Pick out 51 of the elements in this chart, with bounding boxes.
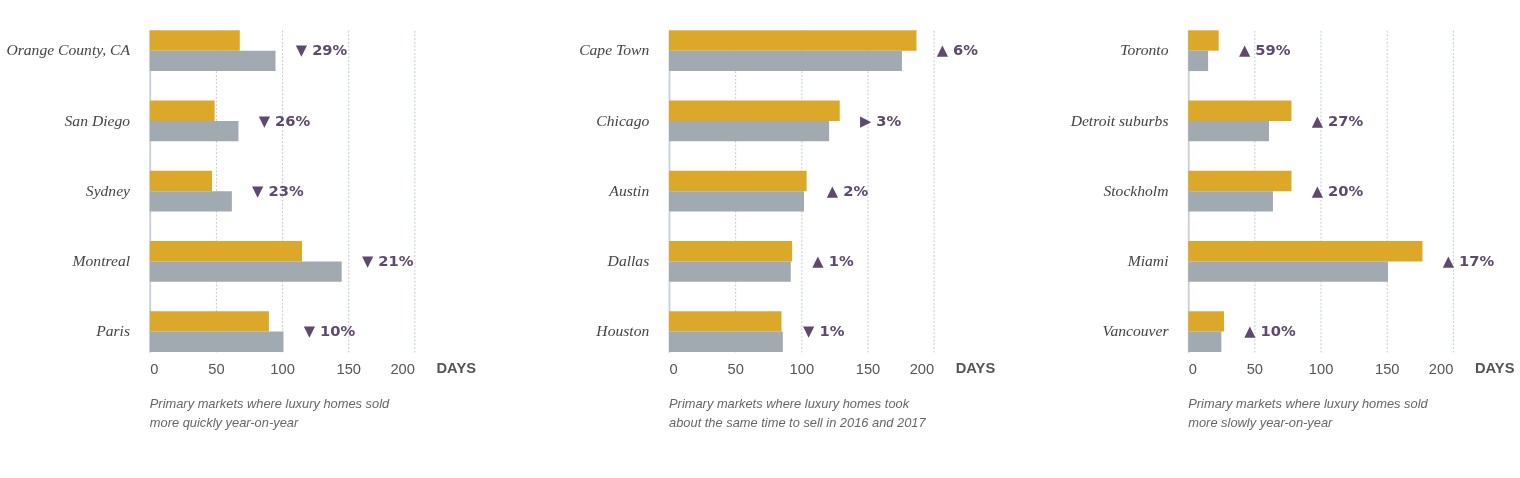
- x-tick-label: 200: [390, 360, 415, 377]
- x-tick-label: 100: [789, 360, 815, 377]
- annotation: ▲ 27%: [1311, 111, 1364, 129]
- text: ▲ 6%: [936, 41, 979, 59]
- annotation: ▼ 21%: [361, 251, 414, 269]
- annotation: ▼ 23%: [252, 181, 304, 199]
- x-axis-title: DAYS: [1474, 360, 1515, 377]
- y-tick-label: Austin: [608, 181, 650, 199]
- x-tick-label: 200: [909, 360, 935, 377]
- x-tick-label: 100: [1308, 360, 1334, 377]
- annotation: ▼ 29%: [295, 41, 348, 59]
- x-tick-label: 200: [1428, 360, 1454, 377]
- y-tick-label: Detroit suburbs: [1069, 111, 1169, 129]
- x-tick-label: 50: [208, 360, 225, 377]
- x-tick-label: 150: [1374, 360, 1400, 377]
- y-tick-label: Cape Town: [579, 41, 650, 59]
- y-tick-label: Toronto: [1120, 41, 1169, 59]
- x-tick-label: 100: [270, 360, 295, 377]
- annotation: ▲ 20%: [1311, 181, 1364, 199]
- annotation: ▼ 10%: [303, 322, 356, 340]
- x-tick-label: 50: [1246, 360, 1264, 377]
- annotation: ▲ 17%: [1442, 251, 1495, 269]
- annotation: ▲ 59%: [1238, 41, 1291, 59]
- annotation: ▲ 1%: [812, 251, 854, 269]
- y-tick-label: Dallas: [606, 251, 650, 269]
- y-tick-label: Montreal: [71, 251, 131, 269]
- text: Primary markets where luxury homes took about the same time to sell in 2016 and 2017: [669, 396, 927, 431]
- annotation: ▲ 10%: [1244, 322, 1297, 340]
- x-axis-title: DAYS: [955, 360, 996, 377]
- y-tick-label: Chicago: [596, 111, 650, 129]
- y-tick-label: Orange County, CA: [6, 41, 131, 59]
- x-tick-label: 0: [1188, 360, 1197, 377]
- x-tick-label: 150: [336, 360, 362, 377]
- text: Primary markets where luxury homes sold more quickly year-on-year: [149, 396, 391, 431]
- annotation: ▶ 3%: [859, 111, 902, 129]
- x-tick-label: 0: [150, 360, 159, 377]
- text: Primary markets where luxury homes sold more slowly year-on-year: [1188, 396, 1429, 431]
- x-axis-title: DAYS: [436, 360, 477, 377]
- annotation: ▼ 26%: [258, 111, 311, 129]
- y-tick-label: San Diego: [64, 111, 131, 129]
- x-tick-label: 150: [855, 360, 881, 377]
- y-tick-label: Vancouver: [1102, 322, 1170, 340]
- x-tick-label: 0: [669, 360, 678, 377]
- y-tick-label: Miami: [1126, 251, 1169, 269]
- y-tick-label: Sydney: [85, 181, 131, 199]
- y-tick-label: Houston: [595, 322, 650, 340]
- x-tick-label: 50: [727, 360, 744, 377]
- y-tick-label: Paris: [95, 322, 131, 340]
- annotation: ▲ 2%: [826, 181, 869, 199]
- annotation: ▼ 1%: [803, 322, 845, 340]
- y-tick-label: Stockholm: [1103, 181, 1169, 199]
